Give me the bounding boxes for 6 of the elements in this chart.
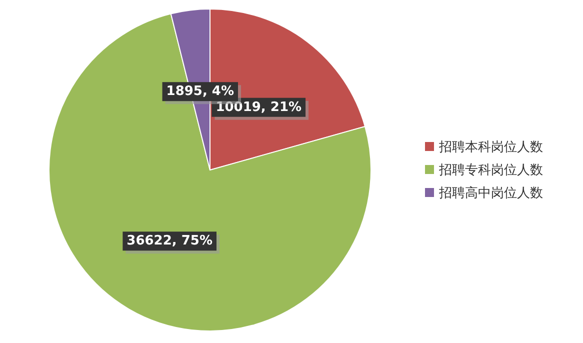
legend-label: 招聘本科岗位人数: [438, 140, 543, 155]
legend-label: 招聘专科岗位人数: [438, 163, 543, 178]
data-label: 36622, 75%: [126, 234, 212, 249]
data-label: 1895, 4%: [166, 84, 234, 100]
legend-label: 招聘高中岗位人数: [438, 185, 543, 201]
data-label: 10019, 21%: [216, 100, 302, 115]
